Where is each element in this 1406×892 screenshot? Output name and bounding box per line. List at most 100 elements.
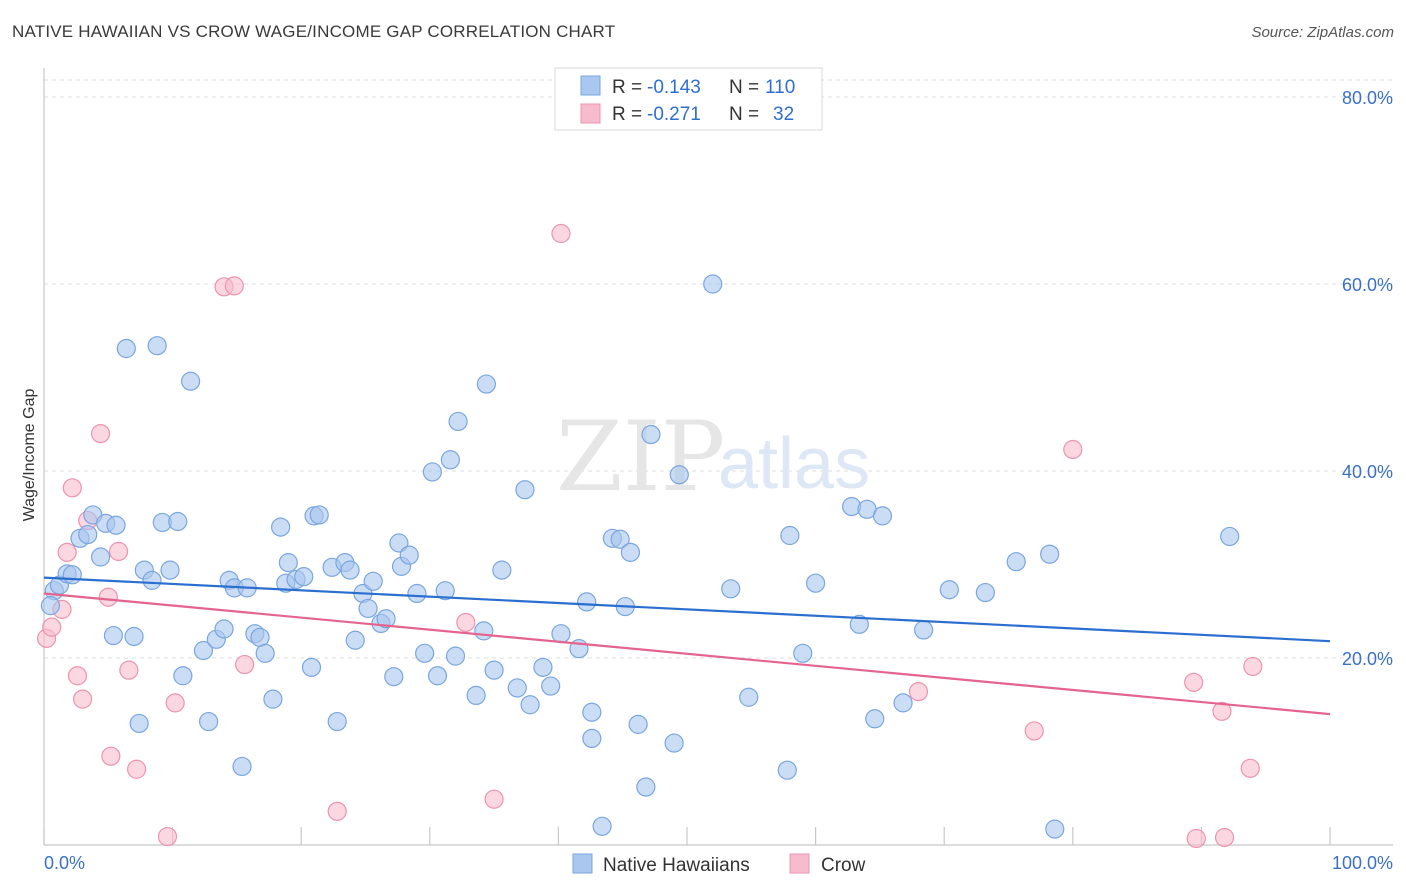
watermark-atlas: atlas (718, 424, 870, 504)
y-tick-label: 80.0% (1342, 88, 1393, 108)
point-native-hawaiians (780, 525, 800, 546)
point-native-hawaiians (641, 424, 661, 445)
x-tick-label-max: 100.0% (1332, 853, 1393, 873)
point-native-hawaiians (78, 524, 98, 545)
point-crow (908, 682, 929, 702)
point-native-hawaiians (893, 693, 913, 713)
point-native-hawaiians (628, 714, 648, 734)
series-native-hawaiians (40, 274, 1240, 839)
point-native-hawaiians (129, 713, 149, 734)
point-native-hawaiians (263, 689, 283, 709)
legend-swatch-blue (580, 75, 601, 96)
point-native-hawaiians (1220, 526, 1240, 547)
trend-line-crow (43, 592, 1331, 716)
point-native-hawaiians (62, 565, 82, 585)
x-tick-label-min: 0.0% (44, 853, 85, 873)
point-native-hawaiians (345, 630, 365, 650)
point-crow (126, 759, 147, 779)
point-native-hawaiians (805, 573, 826, 593)
point-native-hawaiians (376, 609, 396, 629)
point-native-hawaiians (793, 643, 813, 663)
legend-r-label-2: R = (612, 104, 642, 125)
trend-line-native-hawaiians (43, 576, 1331, 643)
point-native-hawaiians (407, 583, 427, 604)
y-tick-label: 60.0% (1342, 275, 1393, 295)
point-native-hawaiians (849, 614, 869, 634)
point-native-hawaiians (541, 676, 561, 696)
point-native-hawaiians (1045, 819, 1065, 839)
point-native-hawaiians (440, 450, 460, 470)
point-crow (72, 689, 93, 709)
watermark-zip: ZIP (556, 401, 725, 513)
y-tick-label: 40.0% (1342, 462, 1393, 482)
point-native-hawaiians (363, 571, 383, 591)
point-crow (165, 693, 185, 713)
point-native-hawaiians (739, 687, 759, 707)
point-crow (1212, 701, 1232, 721)
point-native-hawaiians (384, 667, 404, 687)
point-crow (456, 612, 476, 633)
point-native-hawaiians (448, 411, 468, 432)
point-native-hawaiians (1006, 552, 1026, 572)
point-native-hawaiians (582, 728, 602, 749)
point-native-hawaiians (199, 711, 219, 732)
chart-source: Source: ZipAtlas.com (1251, 24, 1394, 41)
point-native-hawaiians (415, 643, 435, 663)
point-crow (1186, 828, 1206, 849)
point-native-hawaiians (577, 592, 597, 612)
y-tick-label: 20.0% (1342, 649, 1393, 669)
point-native-hawaiians (214, 619, 234, 639)
series-crow (36, 223, 1263, 849)
point-native-hawaiians (435, 581, 455, 601)
point-native-hawaiians (515, 480, 535, 500)
point-native-hawaiians (147, 336, 167, 356)
series-legend: Native Hawaiians Crow (572, 853, 866, 876)
point-native-hawaiians (620, 542, 641, 562)
point-native-hawaiians (664, 733, 684, 753)
watermark: ZIP atlas (556, 401, 870, 513)
point-native-hawaiians (255, 643, 275, 663)
point-crow (57, 542, 77, 562)
legend-n-label-1: N = (729, 77, 759, 98)
point-native-hawaiians (551, 624, 571, 644)
point-native-hawaiians (232, 756, 252, 777)
point-native-hawaiians (914, 620, 934, 640)
point-native-hawaiians (422, 462, 442, 482)
point-native-hawaiians (193, 640, 214, 661)
legend-swatch-pink (580, 103, 601, 124)
point-native-hawaiians (173, 666, 193, 686)
point-native-hawaiians (1040, 544, 1060, 564)
point-crow (1214, 827, 1235, 848)
point-native-hawaiians (90, 547, 111, 567)
axes (43, 68, 1393, 846)
point-native-hawaiians (327, 711, 347, 732)
point-native-hawaiians (777, 760, 797, 780)
point-native-hawaiians (340, 560, 360, 580)
point-native-hawaiians (116, 338, 136, 359)
point-crow (42, 617, 62, 637)
point-native-hawaiians (309, 505, 329, 525)
point-native-hawaiians (142, 570, 162, 590)
point-native-hawaiians (703, 274, 723, 294)
point-native-hawaiians (582, 702, 602, 722)
point-native-hawaiians (507, 678, 527, 698)
legend-r-label-1: R = (612, 77, 642, 98)
series-legend-label-crow: Crow (821, 855, 866, 876)
point-crow (1243, 656, 1263, 677)
point-crow (1024, 721, 1044, 741)
point-native-hawaiians (399, 545, 419, 565)
point-native-hawaiians (872, 506, 893, 526)
point-crow (1240, 758, 1260, 778)
point-native-hawaiians (106, 515, 126, 535)
point-native-hawaiians (294, 567, 314, 587)
point-native-hawaiians (466, 685, 486, 706)
point-native-hawaiians (939, 580, 959, 600)
point-crow (157, 826, 178, 847)
series-legend-label-native-hawaiians: Native Hawaiians (603, 855, 750, 876)
legend-r-value-2: -0.271 (647, 104, 701, 125)
point-native-hawaiians (445, 646, 466, 666)
point-native-hawaiians (168, 511, 188, 532)
chart-title: NATIVE HAWAIIAN VS CROW WAGE/INCOME GAP … (12, 22, 616, 41)
gridlines (44, 79, 1393, 659)
